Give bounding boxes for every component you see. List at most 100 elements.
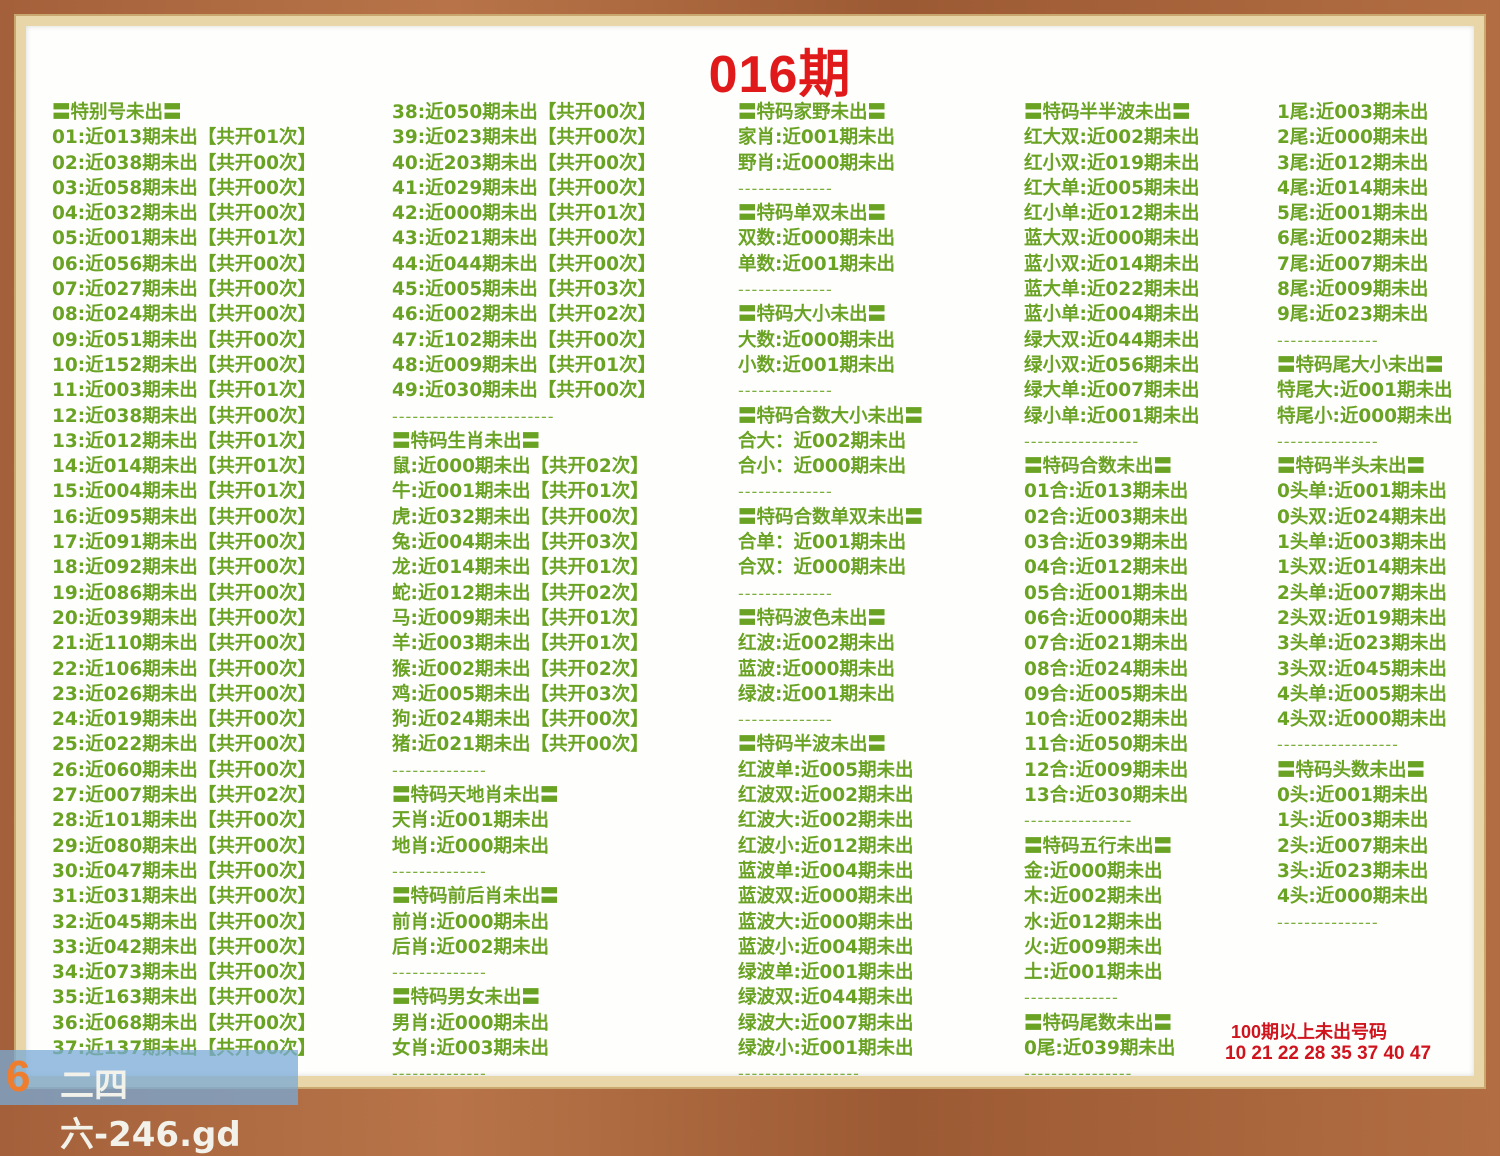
list-item: 绿波双:近044期未出 xyxy=(738,987,914,1009)
list-item: 08:近024期未出【共开00次】 xyxy=(52,304,317,326)
list-item: 特尾大:近001期未出 xyxy=(1277,380,1453,402)
list-item: 32:近045期未出【共开00次】 xyxy=(52,911,317,933)
list-item: 4尾:近014期未出 xyxy=(1277,177,1429,199)
section-header: 〓特码单双未出〓 xyxy=(738,203,887,225)
list-item: 绿大双:近044期未出 xyxy=(1024,329,1200,351)
list-item: 21:近110期未出【共开00次】 xyxy=(52,633,317,655)
separator: -------------- xyxy=(392,963,487,983)
list-item: 马:近009期未出【共开01次】 xyxy=(392,607,649,629)
list-item: 红小双:近019期未出 xyxy=(1024,152,1200,174)
list-item: 28:近101期未出【共开00次】 xyxy=(52,810,317,832)
list-item: 绿小双:近056期未出 xyxy=(1024,354,1200,376)
list-item: 红波大:近002期未出 xyxy=(738,810,914,832)
list-item: 0头双:近024期未出 xyxy=(1277,506,1447,528)
list-item: 18:近092期未出【共开00次】 xyxy=(52,557,317,579)
list-item: 红波单:近005期未出 xyxy=(738,759,914,781)
list-item: 0头:近001期未出 xyxy=(1277,785,1429,807)
separator: --------------- xyxy=(1277,431,1379,451)
list-item: 03:近058期未出【共开00次】 xyxy=(52,177,317,199)
list-item: 40:近203期未出【共开00次】 xyxy=(392,152,657,174)
list-item: 蓝波大:近000期未出 xyxy=(738,911,914,933)
list-item: 合单：近001期未出 xyxy=(738,532,907,554)
list-item: 绿波:近001期未出 xyxy=(738,683,896,705)
separator: --------------- xyxy=(1277,330,1379,350)
list-item: 4头双:近000期未出 xyxy=(1277,709,1447,731)
list-item: 木:近002期未出 xyxy=(1024,886,1163,908)
list-item: 39:近023期未出【共开00次】 xyxy=(392,127,657,149)
separator: -------------- xyxy=(392,861,487,881)
list-item: 29:近080期未出【共开00次】 xyxy=(52,835,317,857)
separator: -------------- xyxy=(1024,988,1119,1008)
separator: ---------------- xyxy=(1024,811,1133,831)
column-half-waves-sums: 〓特码半半波未出〓 红大双:近002期未出 红小双:近019期未出 红大单:近005期… xyxy=(1024,100,1200,1087)
section-header: 〓特码合数单双未出〓 xyxy=(738,506,924,528)
list-item: 34:近073期未出【共开00次】 xyxy=(52,962,317,984)
list-item: 27:近007期未出【共开02次】 xyxy=(52,785,317,807)
section-header: 〓特码半头未出〓 xyxy=(1277,456,1426,478)
list-item: 03合:近039期未出 xyxy=(1024,532,1189,554)
list-item: 鸡:近005期未出【共开03次】 xyxy=(392,683,649,705)
list-item: 36:近068期未出【共开00次】 xyxy=(52,1012,317,1034)
list-item: 06合:近000期未出 xyxy=(1024,607,1189,629)
list-item: 35:近163期未出【共开00次】 xyxy=(52,987,317,1009)
section-header: 〓特码大小未出〓 xyxy=(738,304,887,326)
list-item: 3头:近023期未出 xyxy=(1277,860,1429,882)
list-item: 天肖:近001期未出 xyxy=(392,810,550,832)
list-item: 04合:近012期未出 xyxy=(1024,557,1189,579)
list-item: 绿波大:近007期未出 xyxy=(738,1012,914,1034)
list-item: 猴:近002期未出【共开02次】 xyxy=(392,658,649,680)
list-item: 10合:近002期未出 xyxy=(1024,709,1189,731)
list-item: 1头:近003期未出 xyxy=(1277,810,1429,832)
list-item: 绿小单:近001期未出 xyxy=(1024,405,1200,427)
separator: -------------- xyxy=(738,583,833,603)
separator: -------------- xyxy=(392,1064,487,1084)
list-item: 男肖:近000期未出 xyxy=(392,1012,550,1034)
list-item: 3头单:近023期未出 xyxy=(1277,633,1447,655)
list-item: 兔:近004期未出【共开03次】 xyxy=(392,532,649,554)
list-item: 4头单:近005期未出 xyxy=(1277,683,1447,705)
list-item: 合双：近000期未出 xyxy=(738,557,907,579)
list-item: 土:近001期未出 xyxy=(1024,962,1163,984)
list-item: 12:近038期未出【共开00次】 xyxy=(52,405,317,427)
list-item: 2尾:近000期未出 xyxy=(1277,127,1429,149)
separator: -------------- xyxy=(738,710,833,730)
list-item: 02:近038期未出【共开00次】 xyxy=(52,152,317,174)
list-item: 小数:近001期未出 xyxy=(738,354,896,376)
list-item: 特尾小:近000期未出 xyxy=(1277,405,1453,427)
separator: ----------------- xyxy=(1024,431,1140,451)
list-item: 1头单:近003期未出 xyxy=(1277,532,1447,554)
list-item: 20:近039期未出【共开00次】 xyxy=(52,607,317,629)
list-item: 46:近002期未出【共开02次】 xyxy=(392,304,657,326)
list-item: 8尾:近009期未出 xyxy=(1277,279,1429,301)
list-item: 45:近005期未出【共开03次】 xyxy=(392,279,657,301)
list-item: 17:近091期未出【共开00次】 xyxy=(52,532,317,554)
list-item: 猪:近021期未出【共开00次】 xyxy=(392,734,649,756)
list-item: 水:近012期未出 xyxy=(1024,911,1163,933)
list-item: 蓝波双:近000期未出 xyxy=(738,886,914,908)
list-item: 07:近027期未出【共开00次】 xyxy=(52,279,317,301)
list-item: 43:近021期未出【共开00次】 xyxy=(392,228,657,250)
list-item: 19:近086期未出【共开00次】 xyxy=(52,582,317,604)
separator: -------------- xyxy=(392,760,487,780)
list-item: 蓝小双:近014期未出 xyxy=(1024,253,1200,275)
list-item: 08合:近024期未出 xyxy=(1024,658,1189,680)
list-item: 11合:近050期未出 xyxy=(1024,734,1189,756)
section-header: 〓特码五行未出〓 xyxy=(1024,835,1173,857)
list-item: 04:近032期未出【共开00次】 xyxy=(52,203,317,225)
watermark-logo: 6 xyxy=(6,1052,31,1101)
list-item: 05:近001期未出【共开01次】 xyxy=(52,228,317,250)
list-item: 42:近000期未出【共开01次】 xyxy=(392,203,657,225)
list-item: 01合:近013期未出 xyxy=(1024,481,1189,503)
section-header: 〓特码波色未出〓 xyxy=(738,607,887,629)
list-item: 金:近000期未出 xyxy=(1024,860,1163,882)
section-header: 〓特码尾大小未出〓 xyxy=(1277,354,1444,376)
list-item: 蓝波小:近004期未出 xyxy=(738,936,914,958)
list-item: 虎:近032期未出【共开00次】 xyxy=(392,506,649,528)
section-header: 〓特码头数未出〓 xyxy=(1277,759,1426,781)
section-header: 〓特码合数大小未出〓 xyxy=(738,405,924,427)
list-item: 3尾:近012期未出 xyxy=(1277,152,1429,174)
list-item: 1尾:近003期未出 xyxy=(1277,102,1429,123)
list-item: 绿大单:近007期未出 xyxy=(1024,380,1200,402)
separator: -------------- xyxy=(738,178,833,198)
list-item: 红大单:近005期未出 xyxy=(1024,177,1200,199)
